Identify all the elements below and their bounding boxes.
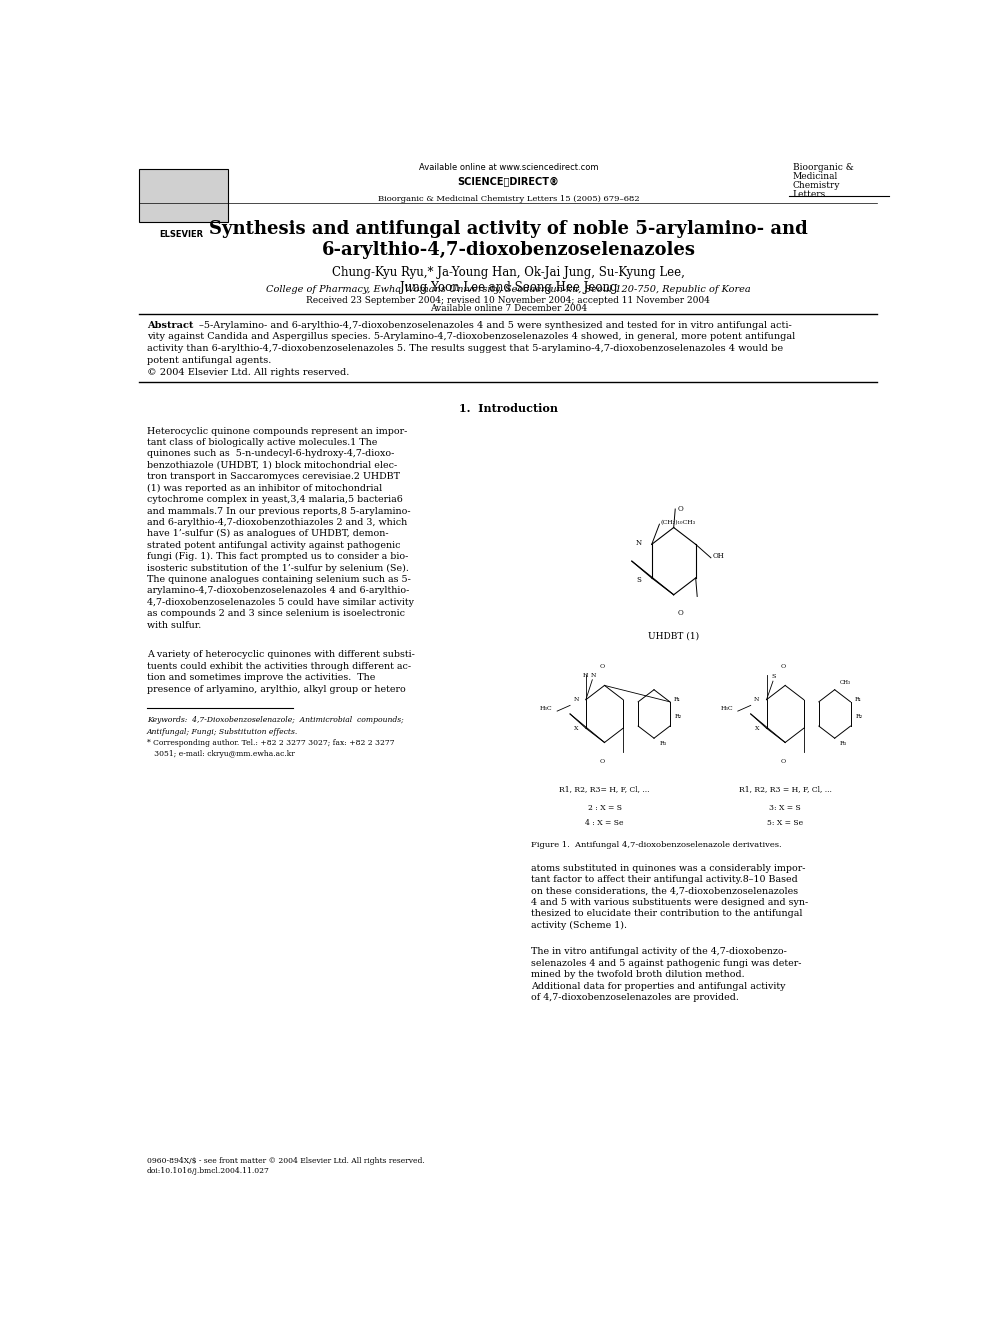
Text: 4,7-dioxobenzoselenazoles 5 could have similar activity: 4,7-dioxobenzoselenazoles 5 could have s… bbox=[147, 598, 414, 607]
Text: Heterocyclic quinone compounds represent an impor-: Heterocyclic quinone compounds represent… bbox=[147, 427, 408, 435]
Text: Available online at www.sciencedirect.com: Available online at www.sciencedirect.co… bbox=[419, 163, 598, 172]
Text: Received 23 September 2004; revised 10 November 2004; accepted 11 November 2004: Received 23 September 2004; revised 10 N… bbox=[307, 296, 710, 306]
Text: –5-Arylamino- and 6-arylthio-4,7-dioxobenzoselenazoles 4 and 5 were synthesized : –5-Arylamino- and 6-arylthio-4,7-dioxobe… bbox=[199, 320, 792, 329]
FancyBboxPatch shape bbox=[139, 169, 228, 222]
Text: potent antifungal agents.: potent antifungal agents. bbox=[147, 356, 272, 365]
Text: SCIENCEⓓDIRECT®: SCIENCEⓓDIRECT® bbox=[457, 176, 559, 187]
Text: 5: X = Se: 5: X = Se bbox=[767, 819, 804, 827]
Text: Figure 1.  Antifungal 4,7-dioxobenzoselenazole derivatives.: Figure 1. Antifungal 4,7-dioxobenzoselen… bbox=[532, 841, 782, 849]
Text: Antifungal; Fungi; Substitution effects.: Antifungal; Fungi; Substitution effects. bbox=[147, 728, 299, 736]
Text: 2 : X = S: 2 : X = S bbox=[587, 803, 622, 811]
Text: fungi (Fig. 1). This fact prompted us to consider a bio-: fungi (Fig. 1). This fact prompted us to… bbox=[147, 552, 409, 561]
Text: on these considerations, the 4,7-dioxobenzoselenazoles: on these considerations, the 4,7-dioxobe… bbox=[532, 886, 799, 896]
Text: (1) was reported as an inhibitor of mitochondrial: (1) was reported as an inhibitor of mito… bbox=[147, 484, 382, 493]
Text: isosteric substitution of the 1’-sulfur by selenium (Se).: isosteric substitution of the 1’-sulfur … bbox=[147, 564, 409, 573]
Text: H: H bbox=[583, 673, 588, 677]
Text: thesized to elucidate their contribution to the antifungal: thesized to elucidate their contribution… bbox=[532, 909, 803, 918]
Text: O: O bbox=[781, 758, 786, 763]
Text: mined by the twofold broth dilution method.: mined by the twofold broth dilution meth… bbox=[532, 970, 745, 979]
Text: Letters: Letters bbox=[793, 191, 826, 200]
Text: Keywords:  4,7-Dioxobenzoselenazole;  Antimicrobial  compounds;: Keywords: 4,7-Dioxobenzoselenazole; Anti… bbox=[147, 716, 404, 725]
Text: N: N bbox=[636, 538, 642, 546]
Text: vity against Candida and Aspergillus species. 5-Arylamino-4,7-dioxobenzoselenazo: vity against Candida and Aspergillus spe… bbox=[147, 332, 796, 341]
Text: Abstract: Abstract bbox=[147, 320, 193, 329]
Text: R1, R2, R3= H, F, Cl, ...: R1, R2, R3= H, F, Cl, ... bbox=[559, 786, 650, 794]
Text: 3: X = S: 3: X = S bbox=[769, 803, 802, 811]
Text: of 4,7-dioxobenzoselenazoles are provided.: of 4,7-dioxobenzoselenazoles are provide… bbox=[532, 994, 739, 1002]
Text: 3051; e-mail: ckryu@mm.ewha.ac.kr: 3051; e-mail: ckryu@mm.ewha.ac.kr bbox=[147, 750, 295, 758]
Text: 0960-894X/$ - see front matter © 2004 Elsevier Ltd. All rights reserved.: 0960-894X/$ - see front matter © 2004 El… bbox=[147, 1158, 425, 1166]
Text: O: O bbox=[600, 664, 605, 669]
Text: N: N bbox=[754, 697, 760, 703]
Text: tion and sometimes improve the activities.  The: tion and sometimes improve the activitie… bbox=[147, 673, 375, 683]
Text: College of Pharmacy, Ewha Womans University, Seodaemun-ku, Seoul 120-750, Republ: College of Pharmacy, Ewha Womans Univers… bbox=[266, 284, 751, 294]
Text: Bioorganic & Medicinal Chemistry Letters 15 (2005) 679–682: Bioorganic & Medicinal Chemistry Letters… bbox=[378, 196, 639, 204]
Text: R₂: R₂ bbox=[675, 714, 682, 718]
Text: Medicinal: Medicinal bbox=[793, 172, 838, 181]
Text: (CH₂)₁₀CH₃: (CH₂)₁₀CH₃ bbox=[661, 520, 696, 525]
Text: presence of arlyamino, arylthio, alkyl group or hetero: presence of arlyamino, arylthio, alkyl g… bbox=[147, 684, 406, 693]
Text: The quinone analogues containing selenium such as 5-: The quinone analogues containing seleniu… bbox=[147, 576, 411, 583]
Text: O: O bbox=[678, 610, 682, 618]
Text: O: O bbox=[600, 758, 605, 763]
Text: R₂: R₂ bbox=[856, 714, 863, 718]
Text: as compounds 2 and 3 since selenium is isoelectronic: as compounds 2 and 3 since selenium is i… bbox=[147, 609, 405, 618]
Text: cytochrome complex in yeast,3,4 malaria,5 bacteria6: cytochrome complex in yeast,3,4 malaria,… bbox=[147, 495, 403, 504]
Text: Bioorganic &: Bioorganic & bbox=[793, 163, 853, 172]
Text: 4 and 5 with various substituents were designed and syn-: 4 and 5 with various substituents were d… bbox=[532, 898, 808, 908]
Text: R₃: R₃ bbox=[840, 741, 847, 746]
Text: O: O bbox=[678, 505, 682, 513]
Text: S: S bbox=[636, 576, 641, 583]
Text: The in vitro antifungal activity of the 4,7-dioxobenzo-: The in vitro antifungal activity of the … bbox=[532, 947, 788, 957]
Text: R₁: R₁ bbox=[855, 697, 862, 703]
Text: quinones such as  5-n-undecyl-6-hydroxy-4,7-dioxo-: quinones such as 5-n-undecyl-6-hydroxy-4… bbox=[147, 450, 395, 459]
Text: UHDBT (1): UHDBT (1) bbox=[648, 632, 699, 640]
Text: doi:10.1016/j.bmcl.2004.11.027: doi:10.1016/j.bmcl.2004.11.027 bbox=[147, 1167, 270, 1175]
Text: OH: OH bbox=[712, 552, 724, 560]
Text: tant class of biologically active molecules.1 The: tant class of biologically active molecu… bbox=[147, 438, 377, 447]
Text: H₃C: H₃C bbox=[540, 705, 553, 710]
Text: N: N bbox=[590, 673, 596, 677]
Text: strated potent antifungal activity against pathogenic: strated potent antifungal activity again… bbox=[147, 541, 401, 550]
Text: activity than 6-arylthio-4,7-dioxobenzoselenazoles 5. The results suggest that 5: activity than 6-arylthio-4,7-dioxobenzos… bbox=[147, 344, 784, 353]
Text: atoms substituted in quinones was a considerably impor-: atoms substituted in quinones was a cons… bbox=[532, 864, 806, 873]
Text: tant factor to affect their antifungal activity.8–10 Based: tant factor to affect their antifungal a… bbox=[532, 875, 799, 884]
Text: tuents could exhibit the activities through different ac-: tuents could exhibit the activities thro… bbox=[147, 662, 412, 671]
Text: activity (Scheme 1).: activity (Scheme 1). bbox=[532, 921, 628, 930]
Text: A variety of heterocyclic quinones with different substi-: A variety of heterocyclic quinones with … bbox=[147, 651, 415, 659]
Text: benzothiazole (UHDBT, 1) block mitochondrial elec-: benzothiazole (UHDBT, 1) block mitochond… bbox=[147, 460, 398, 470]
Text: 4 : X = Se: 4 : X = Se bbox=[585, 819, 624, 827]
Text: CH₃: CH₃ bbox=[840, 680, 851, 685]
Text: R₁: R₁ bbox=[675, 697, 682, 703]
Text: 1.  Introduction: 1. Introduction bbox=[459, 404, 558, 414]
Text: and mammals.7 In our previous reports,8 5-arylamino-: and mammals.7 In our previous reports,8 … bbox=[147, 507, 411, 516]
Text: Chung-Kyu Ryu,* Ja-Young Han, Ok-Jai Jung, Su-Kyung Lee,
Jung Yoon Lee and Seong: Chung-Kyu Ryu,* Ja-Young Han, Ok-Jai Jun… bbox=[332, 266, 684, 294]
Text: and 6-arylthio-4,7-dioxobenzothiazoles 2 and 3, which: and 6-arylthio-4,7-dioxobenzothiazoles 2… bbox=[147, 519, 408, 527]
Text: Synthesis and antifungal activity of noble 5-arylamino- and
6-arylthio-4,7-dioxo: Synthesis and antifungal activity of nob… bbox=[209, 220, 807, 259]
Text: O: O bbox=[781, 664, 786, 669]
Text: have 1’-sulfur (S) as analogues of UHDBT, demon-: have 1’-sulfur (S) as analogues of UHDBT… bbox=[147, 529, 389, 538]
Text: * Corresponding author. Tel.: +82 2 3277 3027; fax: +82 2 3277: * Corresponding author. Tel.: +82 2 3277… bbox=[147, 738, 395, 746]
Text: arylamino-4,7-dioxobenzoselenazoles 4 and 6-arylthio-: arylamino-4,7-dioxobenzoselenazoles 4 an… bbox=[147, 586, 410, 595]
Text: R₃: R₃ bbox=[660, 741, 667, 746]
Text: Available online 7 December 2004: Available online 7 December 2004 bbox=[430, 304, 587, 314]
Text: X: X bbox=[755, 726, 759, 730]
Text: © 2004 Elsevier Ltd. All rights reserved.: © 2004 Elsevier Ltd. All rights reserved… bbox=[147, 368, 349, 377]
Text: N: N bbox=[573, 697, 578, 703]
Text: Additional data for properties and antifungal activity: Additional data for properties and antif… bbox=[532, 982, 786, 991]
Text: X: X bbox=[573, 726, 578, 730]
Text: ELSEVIER: ELSEVIER bbox=[160, 230, 203, 239]
Text: selenazoles 4 and 5 against pathogenic fungi was deter-: selenazoles 4 and 5 against pathogenic f… bbox=[532, 959, 802, 968]
Text: with sulfur.: with sulfur. bbox=[147, 620, 201, 630]
Text: R1, R2, R3 = H, F, Cl, ...: R1, R2, R3 = H, F, Cl, ... bbox=[739, 786, 831, 794]
Text: tron transport in Saccaromyces cerevisiae.2 UHDBT: tron transport in Saccaromyces cerevisia… bbox=[147, 472, 400, 482]
Text: H₃C: H₃C bbox=[721, 705, 733, 710]
Text: Chemistry: Chemistry bbox=[793, 181, 840, 191]
Text: S: S bbox=[772, 675, 777, 680]
